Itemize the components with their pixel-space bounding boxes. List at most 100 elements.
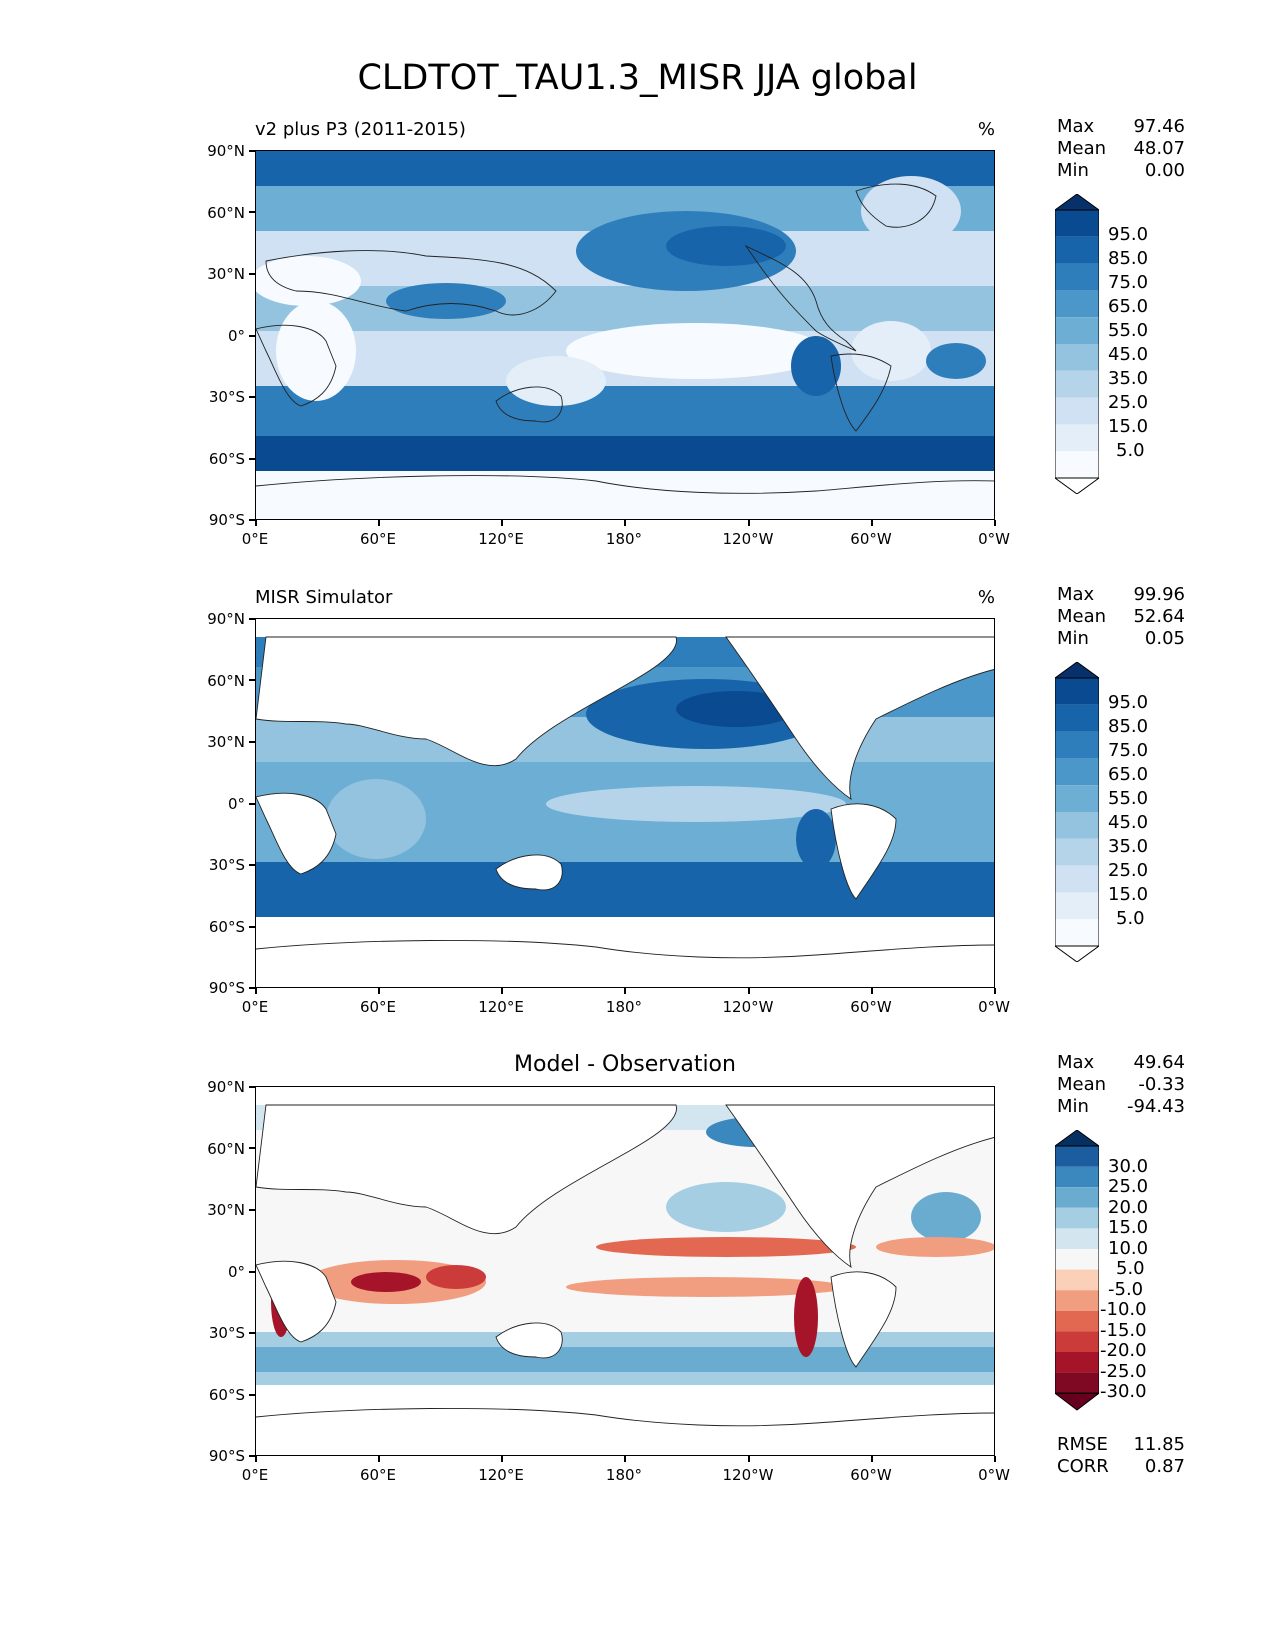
lon-label: 0°E [241, 1466, 269, 1484]
lat-label: 0° [227, 327, 245, 345]
stat-label: Mean [1057, 606, 1107, 627]
lat-label: 90°S [208, 1447, 245, 1465]
lon-label: 0°W [978, 1466, 1010, 1484]
colorbar [1053, 661, 1101, 966]
colorbar-label: 75.0 [1108, 272, 1149, 293]
colorbar-label: 20.0 [1108, 1197, 1149, 1218]
lat-label: 60°N [207, 672, 245, 690]
lat-label: 30°N [207, 733, 245, 751]
lon-label: 0°W [978, 998, 1010, 1016]
lon-label: 60°W [850, 1466, 892, 1484]
map-frame [255, 1086, 995, 1456]
lat-label: 60°S [208, 918, 245, 936]
colorbar-label: -20.0 [1100, 1340, 1147, 1361]
colorbar-label: 85.0 [1108, 248, 1149, 269]
lon-label: 60°W [850, 998, 892, 1016]
colorbar-label: -10.0 [1100, 1299, 1147, 1320]
stat-label: RMSE [1057, 1434, 1108, 1455]
colorbar-label: 15.0 [1108, 1217, 1149, 1238]
lon-label: 120°W [722, 530, 774, 548]
stat-value: 0.87 [1144, 1456, 1185, 1477]
lon-label: 180° [605, 1466, 643, 1484]
colorbar-label: 75.0 [1108, 740, 1149, 761]
lat-label: 30°N [207, 1201, 245, 1219]
stats-box: Max 97.46 Mean 48.07 Min 0.00 [1057, 116, 1185, 182]
lon-label: 60°E [359, 530, 397, 548]
cloud-fraction-map [256, 619, 994, 987]
colorbar-label: 35.0 [1108, 836, 1149, 857]
colorbar-label: 35.0 [1108, 368, 1149, 389]
colorbar-label: 95.0 [1108, 224, 1149, 245]
colorbar-label: 15.0 [1108, 884, 1149, 905]
colorbar-label: 25.0 [1108, 1176, 1149, 1197]
lat-label: 30°N [207, 265, 245, 283]
colorbar-label: 5.0 [1116, 440, 1145, 461]
stat-value: 0.05 [1144, 628, 1185, 649]
panel-model: v2 plus P3 (2011-2015) % [0, 110, 1275, 550]
colorbar [1053, 1129, 1101, 1434]
colorbar-label: 25.0 [1108, 392, 1149, 413]
colorbar-label: 5.0 [1116, 908, 1145, 929]
colorbar-label: -15.0 [1100, 1320, 1147, 1341]
lon-label: 180° [605, 998, 643, 1016]
figure-title: CLDTOT_TAU1.3_MISR JJA global [357, 58, 918, 98]
lon-label: 0°E [241, 998, 269, 1016]
lat-label: 90°N [207, 610, 245, 628]
map-frame [255, 618, 995, 988]
error-stats-box: RMSE 11.85 CORR 0.87 [1057, 1434, 1185, 1478]
panel-units: % [977, 119, 995, 140]
lon-label: 0°W [978, 530, 1010, 548]
stat-value: 0.00 [1144, 160, 1185, 181]
colorbar-label: 95.0 [1108, 692, 1149, 713]
lat-label: 90°S [208, 511, 245, 529]
colorbar-label: 55.0 [1108, 788, 1149, 809]
panel-subtitle: v2 plus P3 (2011-2015) [255, 119, 466, 140]
lon-label: 120°W [722, 1466, 774, 1484]
lon-label: 0°E [241, 530, 269, 548]
cloud-fraction-map [256, 151, 994, 519]
stat-value: 48.07 [1133, 138, 1185, 159]
panel-units: % [977, 587, 995, 608]
lon-label: 120°E [478, 998, 524, 1016]
colorbar-label: 65.0 [1108, 296, 1149, 317]
stat-value: 11.85 [1133, 1434, 1185, 1455]
lat-label: 60°S [208, 450, 245, 468]
colorbar-label: 45.0 [1108, 344, 1149, 365]
stat-value: 49.64 [1133, 1052, 1185, 1073]
stat-label: Mean [1057, 138, 1107, 159]
lon-label: 60°E [359, 1466, 397, 1484]
panel-difference: Model - Observation [0, 1046, 1275, 1486]
stat-value: -94.43 [1126, 1096, 1185, 1117]
lat-label: 90°N [207, 1078, 245, 1096]
stat-value: -0.33 [1138, 1074, 1185, 1095]
lat-label: 0° [227, 795, 245, 813]
lon-label: 60°W [850, 530, 892, 548]
lat-label: 60°N [207, 204, 245, 222]
lat-label: 30°S [208, 388, 245, 406]
stat-label: Max [1057, 584, 1095, 605]
stats-box: Max 99.96 Mean 52.64 Min 0.05 [1057, 584, 1185, 650]
lon-label: 180° [605, 530, 643, 548]
lon-label: 60°E [359, 998, 397, 1016]
colorbar-label: 15.0 [1108, 416, 1149, 437]
colorbar-label: 30.0 [1108, 1156, 1149, 1177]
panel-subtitle: MISR Simulator [255, 587, 393, 608]
colorbar-label: 25.0 [1108, 860, 1149, 881]
colorbar-label: 55.0 [1108, 320, 1149, 341]
colorbar [1053, 193, 1101, 498]
lat-label: 60°N [207, 1140, 245, 1158]
lat-label: 90°N [207, 142, 245, 160]
lat-label: 30°S [208, 856, 245, 874]
stat-label: Mean [1057, 1074, 1107, 1095]
stat-value: 52.64 [1133, 606, 1185, 627]
colorbar-label: -30.0 [1100, 1381, 1147, 1402]
difference-map [256, 1087, 994, 1455]
map-frame [255, 150, 995, 520]
lon-label: 120°W [722, 998, 774, 1016]
colorbar-label: 45.0 [1108, 812, 1149, 833]
colorbar-label: 10.0 [1108, 1238, 1149, 1259]
panel-observation: MISR Simulator % [0, 578, 1275, 1018]
lon-label: 120°E [478, 1466, 524, 1484]
colorbar-label: -5.0 [1108, 1279, 1144, 1300]
colorbar-label: 65.0 [1108, 764, 1149, 785]
